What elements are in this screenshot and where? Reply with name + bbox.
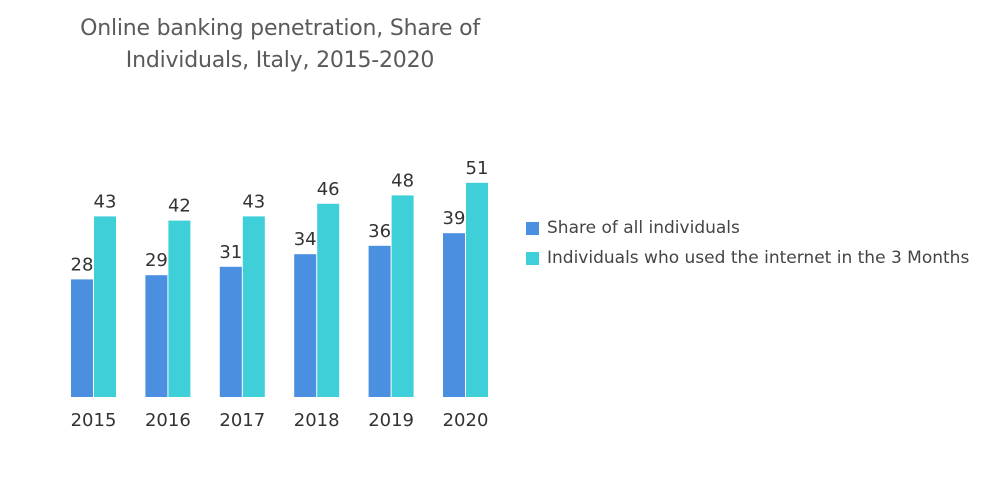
bar-2018-series-2 (317, 203, 340, 397)
legend-item-internet-users: Individuals who used the internet in the… (526, 244, 969, 272)
data-label-2015-series-1: 28 (71, 254, 94, 275)
legend-swatch-internet-users (526, 251, 539, 265)
data-label-2018-series-2: 46 (317, 179, 340, 200)
legend-label-share-all: Share of all individuals (547, 218, 740, 238)
bar-2015-series-1 (71, 279, 93, 397)
data-label-2015-series-2: 43 (94, 191, 117, 212)
legend: Share of all individuals Individuals who… (526, 214, 969, 274)
chart-title-line-2: Individuals, Italy, 2015-2020 (125, 48, 435, 73)
bar-2017-series-1 (219, 266, 242, 397)
data-label-2017-series-1: 31 (219, 242, 242, 263)
bar-2016-series-1 (145, 275, 168, 397)
bar-2017-series-2 (242, 216, 265, 397)
legend-item-share-all: Share of all individuals (526, 214, 969, 242)
legend-swatch-share-all (526, 221, 539, 235)
data-label-2018-series-1: 34 (294, 229, 317, 250)
bar-2015-series-2 (94, 216, 116, 397)
data-label-2019-series-2: 48 (391, 170, 414, 191)
data-label-2016-series-2: 42 (168, 196, 191, 217)
chart-title-line-1: Online banking penetration, Share of (80, 16, 480, 41)
x-tick-label-2016: 2016 (145, 410, 191, 431)
bar-2019-series-1 (368, 245, 391, 397)
data-label-2017-series-2: 43 (242, 191, 265, 212)
x-tick-label-2019: 2019 (368, 410, 414, 431)
bar-2016-series-2 (168, 220, 191, 397)
x-tick-label-2015: 2015 (71, 410, 117, 431)
data-label-2020-series-1: 39 (443, 208, 466, 229)
x-tick-label-2017: 2017 (219, 410, 265, 431)
x-tick-label-2018: 2018 (294, 410, 340, 431)
data-label-2019-series-1: 36 (368, 221, 391, 242)
bar-2020-series-2 (466, 182, 488, 397)
bar-2019-series-2 (391, 195, 414, 397)
data-label-2020-series-2: 51 (466, 158, 489, 179)
bar-2020-series-1 (443, 233, 465, 397)
x-tick-label-2020: 2020 (443, 410, 489, 431)
bar-2018-series-1 (294, 254, 317, 397)
legend-label-internet-users: Individuals who used the internet in the… (547, 248, 970, 268)
data-label-2016-series-1: 29 (145, 250, 168, 271)
